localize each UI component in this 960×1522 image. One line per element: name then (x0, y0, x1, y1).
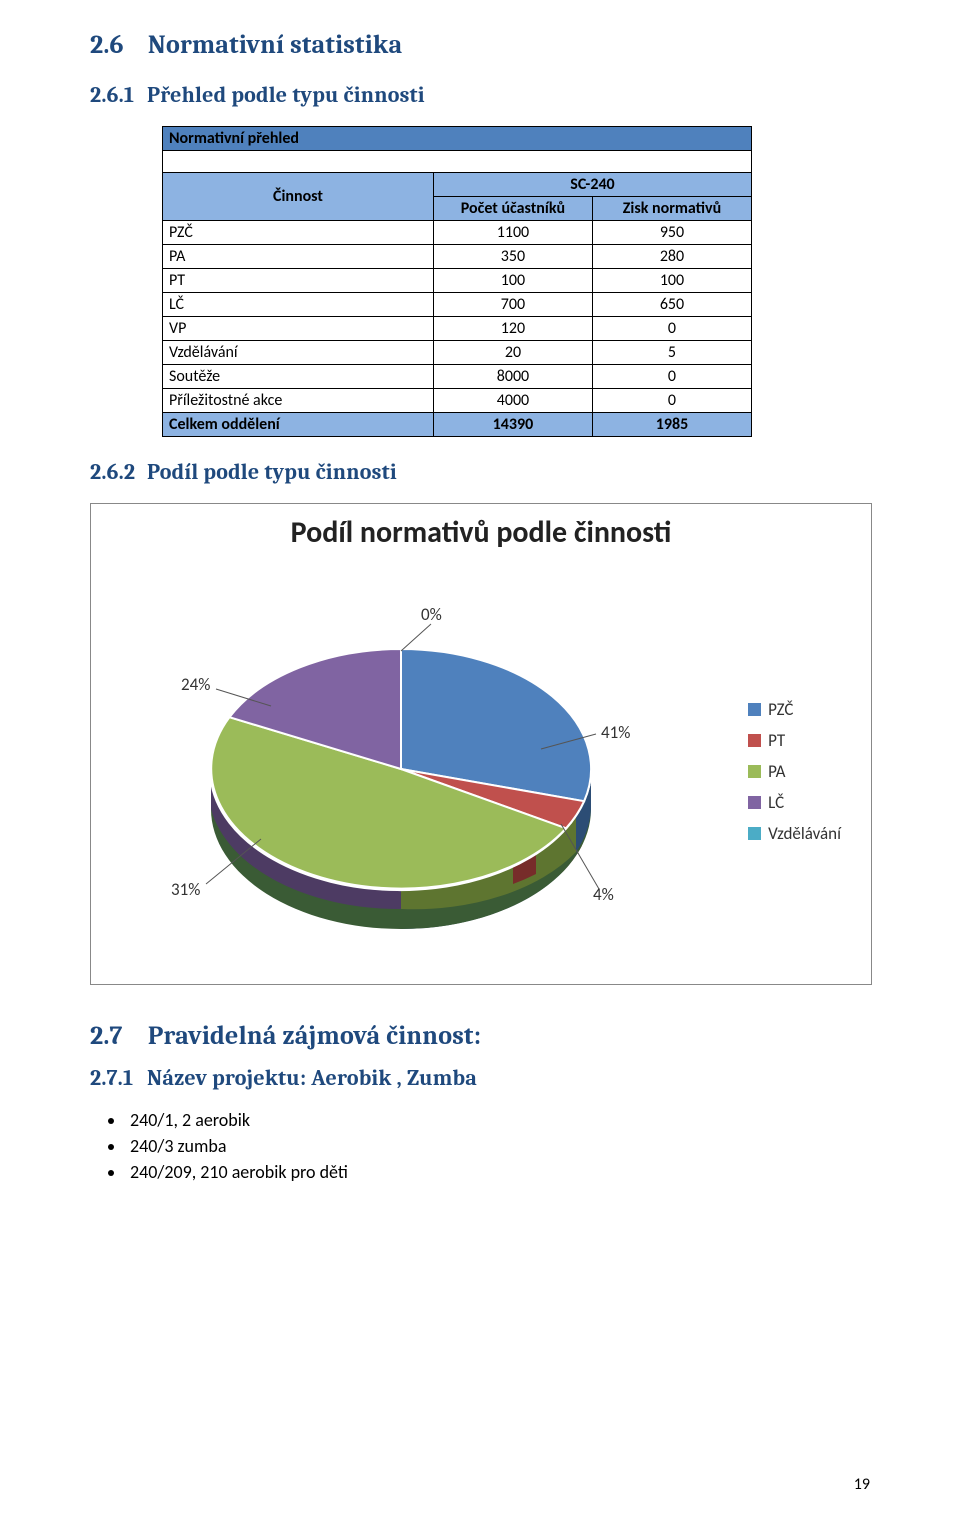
page-number: 19 (854, 1475, 870, 1494)
table-cell-profit: 950 (592, 221, 751, 245)
table-cell-count: 120 (433, 317, 592, 341)
page: 2.6 Normativní statistika 2.6.1 Přehled … (0, 0, 960, 1522)
table-col-count: Počet účastníků (433, 197, 592, 221)
legend-swatch-icon (748, 703, 761, 716)
legend-label: PT (768, 730, 785, 751)
table-cell-activity: VP (163, 317, 434, 341)
pie-label-24pct: 24% (181, 674, 210, 695)
table-cell-count: 350 (433, 245, 592, 269)
legend-item: PZČ (748, 699, 841, 720)
table-total-label: Celkem oddělení (163, 413, 434, 437)
table-cell-count: 100 (433, 269, 592, 293)
table-total-row: Celkem oddělení 14390 1985 (163, 413, 752, 437)
heading-2-7-num: 2.7 (90, 1021, 142, 1051)
pie-chart-area: 0% 41% 4% 31% 24% (131, 574, 671, 954)
heading-2-6-2: 2.6.2 Podíl podle typu činnosti (90, 459, 870, 485)
legend-label: PA (768, 761, 785, 782)
table-title: Normativní přehled (163, 127, 752, 151)
legend-label: LČ (768, 792, 784, 813)
table-title-row: Normativní přehled (163, 127, 752, 151)
table-row: PT 100 100 (163, 269, 752, 293)
table-cell-profit: 650 (592, 293, 751, 317)
table-sc-label: SC-240 (433, 173, 751, 197)
heading-2-7-1-num: 2.7.1 (90, 1065, 142, 1091)
overview-table-wrap: Normativní přehled Činnost SC-240 Počet … (162, 126, 752, 437)
table-cell-activity: PA (163, 245, 434, 269)
table-cell-activity: PZČ (163, 221, 434, 245)
pie-label-31pct: 31% (171, 879, 200, 900)
pie-chart-svg (131, 574, 671, 954)
heading-2-7: 2.7 Pravidelná zájmová činnost: (90, 1021, 870, 1051)
table-cell-activity: PT (163, 269, 434, 293)
table-row: Příležitostné akce 4000 0 (163, 389, 752, 413)
legend-item: LČ (748, 792, 841, 813)
table-cell-profit: 100 (592, 269, 751, 293)
heading-2-6-1-num: 2.6.1 (90, 82, 142, 108)
legend-swatch-icon (748, 765, 761, 778)
pie-chart-frame: Podíl normativů podle činnosti (90, 503, 872, 985)
heading-2-6-2-title: Podíl podle typu činnosti (147, 459, 397, 485)
table-cell-profit: 5 (592, 341, 751, 365)
table-row: PZČ 1100 950 (163, 221, 752, 245)
pie-chart-title: Podíl normativů podle činnosti (91, 504, 871, 551)
legend-item: PT (748, 730, 841, 751)
heading-2-6-1-title: Přehled podle typu činnosti (147, 82, 425, 108)
list-item: 240/3 zumba (126, 1135, 870, 1157)
heading-2-6-num: 2.6 (90, 30, 142, 60)
table-cell-activity: Vzdělávání (163, 341, 434, 365)
table-row: PA 350 280 (163, 245, 752, 269)
table-cell-count: 4000 (433, 389, 592, 413)
bullet-list: 240/1, 2 aerobik 240/3 zumba 240/209, 21… (126, 1109, 870, 1183)
pie-legend: PZČ PT PA LČ Vzdělávání (748, 699, 841, 854)
table-cell-count: 1100 (433, 221, 592, 245)
heading-2-6-1: 2.6.1 Přehled podle typu činnosti (90, 82, 870, 108)
table-row: VP 120 0 (163, 317, 752, 341)
pie-label-41pct: 41% (601, 722, 630, 743)
pie-label-4pct: 4% (593, 884, 614, 905)
legend-label: Vzdělávání (768, 823, 841, 844)
table-cell-count: 8000 (433, 365, 592, 389)
table-cell-profit: 0 (592, 365, 751, 389)
heading-2-6-2-num: 2.6.2 (90, 459, 142, 485)
table-cell-activity: Soutěže (163, 365, 434, 389)
table-row: Soutěže 8000 0 (163, 365, 752, 389)
table-cell-profit: 0 (592, 389, 751, 413)
list-item: 240/209, 210 aerobik pro děti (126, 1161, 870, 1183)
list-item: 240/1, 2 aerobik (126, 1109, 870, 1131)
table-spacer-row (163, 151, 752, 173)
heading-2-6: 2.6 Normativní statistika (90, 30, 870, 60)
pie-label-0pct: 0% (421, 604, 442, 625)
table-sc-row: Činnost SC-240 (163, 173, 752, 197)
legend-item: Vzdělávání (748, 823, 841, 844)
table-cell-count: 20 (433, 341, 592, 365)
legend-label: PZČ (768, 699, 793, 720)
table-total-profit: 1985 (592, 413, 751, 437)
heading-2-7-title: Pravidelná zájmová činnost: (148, 1021, 481, 1051)
overview-table: Normativní přehled Činnost SC-240 Počet … (162, 126, 752, 437)
heading-2-6-title: Normativní statistika (148, 30, 402, 60)
legend-swatch-icon (748, 734, 761, 747)
table-col-activity: Činnost (163, 173, 434, 221)
legend-item: PA (748, 761, 841, 782)
table-cell-activity: Příležitostné akce (163, 389, 434, 413)
table-row: Vzdělávání 20 5 (163, 341, 752, 365)
heading-2-7-1-title: Název projektu: Aerobik , Zumba (147, 1065, 477, 1091)
table-row: LČ 700 650 (163, 293, 752, 317)
table-total-count: 14390 (433, 413, 592, 437)
legend-swatch-icon (748, 827, 761, 840)
table-cell-profit: 0 (592, 317, 751, 341)
heading-2-7-1: 2.7.1 Název projektu: Aerobik , Zumba (90, 1065, 870, 1091)
table-cell-count: 700 (433, 293, 592, 317)
legend-swatch-icon (748, 796, 761, 809)
table-cell-profit: 280 (592, 245, 751, 269)
table-col-profit: Zisk normativů (592, 197, 751, 221)
table-cell-activity: LČ (163, 293, 434, 317)
